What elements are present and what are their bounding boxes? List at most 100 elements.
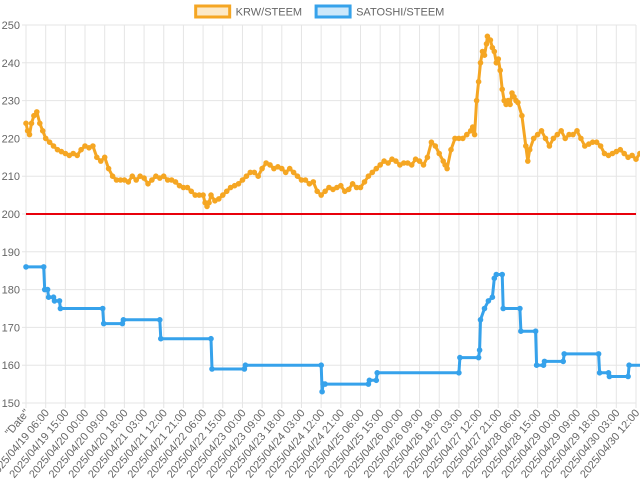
data-point[interactable] [597,143,604,149]
data-point[interactable] [428,139,435,145]
data-point[interactable] [243,173,250,179]
data-point[interactable] [517,305,523,312]
data-point[interactable] [129,173,136,179]
data-point[interactable] [550,135,557,142]
data-point[interactable] [408,162,415,168]
data-point[interactable] [57,305,64,312]
data-point[interactable] [259,165,265,172]
data-point[interactable] [483,41,490,47]
data-point[interactable] [319,388,325,395]
legend[interactable]: KRW/STEEM SATOSHI/STEEM [194,4,445,19]
data-point[interactable] [42,135,49,142]
legend-item-0[interactable]: KRW/STEEM [194,4,302,19]
data-point[interactable] [100,320,107,327]
data-point[interactable] [374,370,381,376]
data-point[interactable] [78,146,84,153]
data-point[interactable] [208,335,214,342]
data-point[interactable] [184,184,191,191]
data-point[interactable] [349,181,356,187]
data-point[interactable] [158,335,164,342]
data-point[interactable] [318,192,325,198]
data-point[interactable] [223,188,230,195]
data-point[interactable] [50,143,57,149]
data-point[interactable] [345,186,352,193]
data-point[interactable] [424,154,431,161]
data-point[interactable] [51,298,58,304]
data-point[interactable] [471,131,478,138]
data-point[interactable] [385,160,391,166]
data-point[interactable] [493,271,500,278]
data-point[interactable] [74,152,80,159]
data-point[interactable] [546,143,553,149]
data-point[interactable] [578,135,584,142]
data-point[interactable] [90,143,96,149]
data-point[interactable] [365,173,372,179]
data-point[interactable] [595,351,602,357]
data-point[interactable] [499,86,506,93]
data-point[interactable] [475,354,482,361]
data-point[interactable] [477,60,484,66]
data-point[interactable] [593,139,600,145]
legend-item-1[interactable]: SATOSHI/STEEM [314,4,444,19]
data-point[interactable] [476,347,483,353]
data-point[interactable] [216,196,222,202]
data-point[interactable] [534,131,541,138]
data-point[interactable] [596,370,603,376]
data-point[interactable] [469,124,476,130]
data-point[interactable] [290,169,297,176]
data-point[interactable] [44,286,51,293]
data-point[interactable] [420,162,427,168]
data-point[interactable] [448,146,454,153]
data-point[interactable] [188,188,195,195]
data-point[interactable] [475,78,482,85]
data-point[interactable] [416,158,423,164]
data-point[interactable] [206,199,212,206]
data-point[interactable] [242,362,249,369]
data-point[interactable] [487,37,494,43]
data-point[interactable] [314,188,321,195]
data-point[interactable] [149,177,155,183]
data-point[interactable] [533,362,540,369]
data-point[interactable] [26,131,33,138]
data-point[interactable] [530,135,537,142]
data-point[interactable] [491,48,498,55]
data-point[interactable] [561,351,568,357]
data-point[interactable] [523,143,529,149]
data-point[interactable] [357,184,364,191]
data-point[interactable] [621,150,628,157]
data-point[interactable] [484,33,491,40]
data-point[interactable] [436,150,443,157]
data-point[interactable] [497,67,504,74]
data-point[interactable] [542,135,549,142]
data-point[interactable] [322,381,328,387]
data-point[interactable] [318,362,325,369]
data-point[interactable] [554,131,561,138]
data-point[interactable] [626,362,632,369]
data-point[interactable] [37,120,43,127]
data-point[interactable] [373,377,380,384]
data-point[interactable] [432,143,439,149]
data-point[interactable] [279,165,285,172]
data-point[interactable] [560,358,567,365]
data-point[interactable] [338,182,344,189]
data-point[interactable] [489,294,496,301]
data-point[interactable] [255,173,262,179]
data-point[interactable] [235,181,242,187]
data-point[interactable] [464,131,470,138]
data-point[interactable] [145,181,151,187]
data-point[interactable] [541,358,548,365]
data-point[interactable] [538,128,545,134]
data-point[interactable] [101,154,108,161]
data-point[interactable] [239,177,246,183]
data-point[interactable] [98,158,104,164]
data-point[interactable] [282,169,289,176]
data-point[interactable] [617,146,624,153]
data-point[interactable] [456,370,462,376]
data-point[interactable] [209,366,215,372]
data-point[interactable] [393,158,399,164]
data-point[interactable] [570,131,576,138]
data-point[interactable] [23,120,29,127]
data-point[interactable] [369,169,376,176]
data-point[interactable] [558,128,565,134]
data-point[interactable] [562,135,569,142]
